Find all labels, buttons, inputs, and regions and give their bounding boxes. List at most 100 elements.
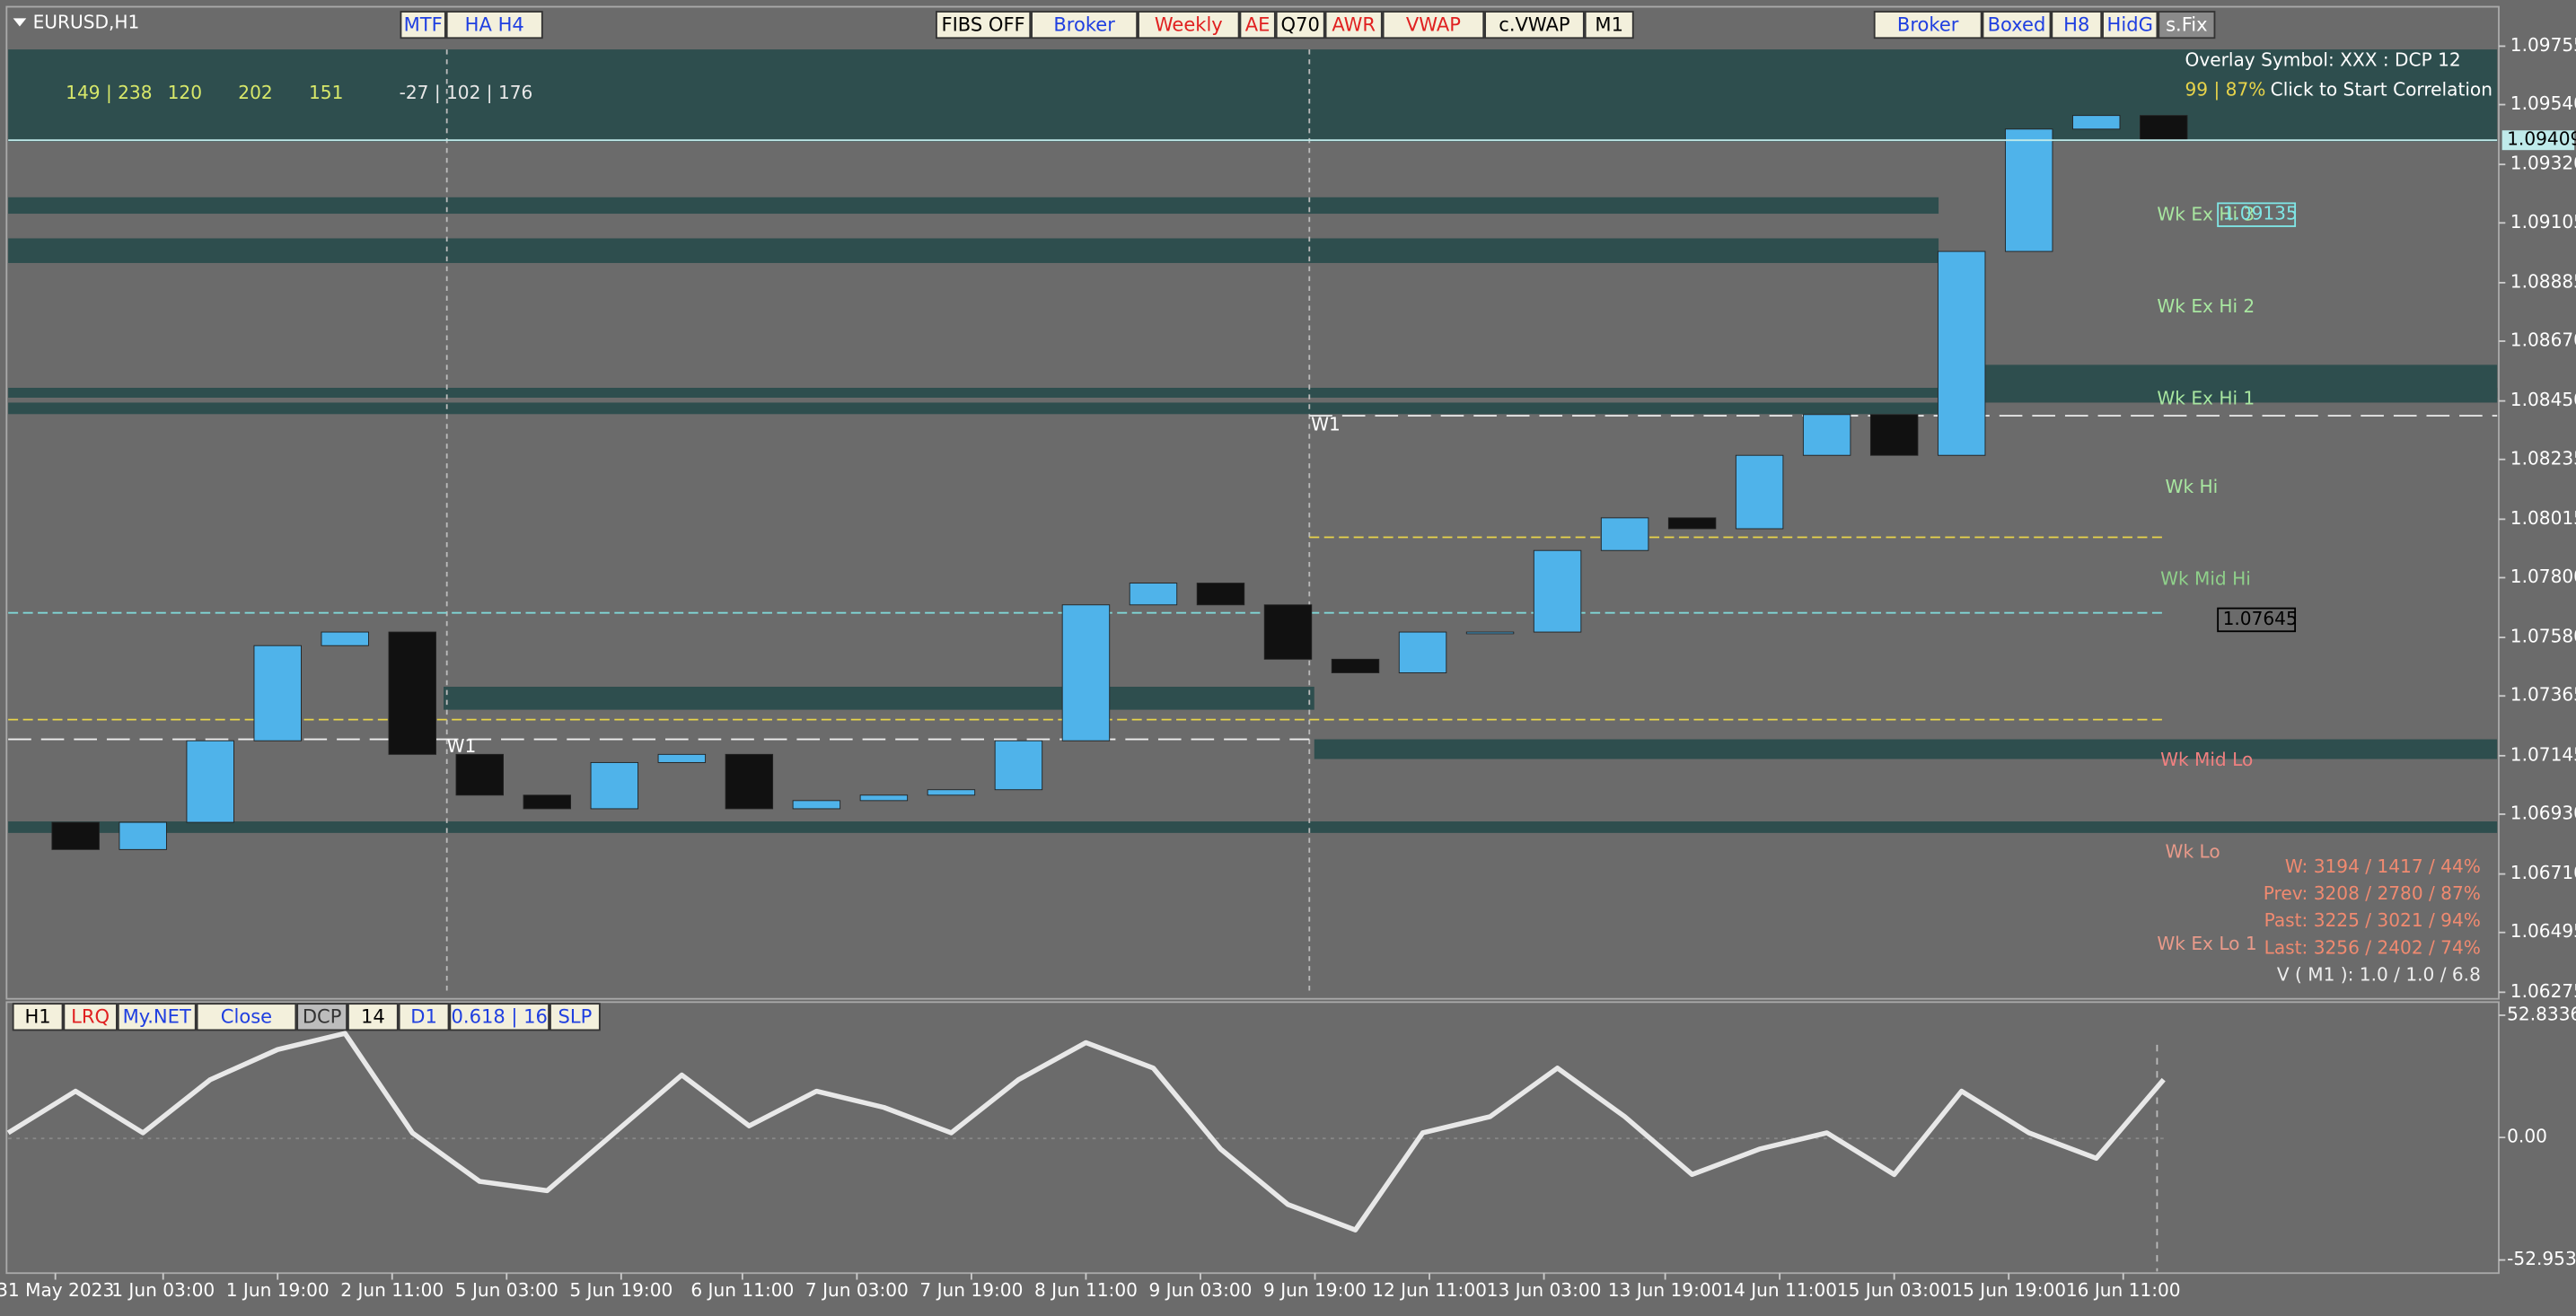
button-label[interactable]: AE (1245, 13, 1270, 36)
price-tag-label: 1.07645 (2223, 608, 2298, 629)
button[interactable]: s.Fix (2158, 11, 2216, 39)
button-face[interactable] (1324, 11, 1383, 39)
button-face[interactable] (400, 11, 446, 39)
button-label[interactable]: VWAP (1406, 13, 1461, 36)
button[interactable]: LRQ (63, 1003, 118, 1031)
button[interactable]: AE (1239, 11, 1276, 39)
button[interactable]: 14 (347, 1003, 399, 1031)
button-face[interactable] (1239, 11, 1276, 39)
range-stat: Past: 3225 / 3021 / 94% (2264, 909, 2481, 931)
candle-body (1129, 583, 1178, 606)
button[interactable]: Close (196, 1003, 297, 1031)
candle-body (51, 821, 100, 850)
button-face[interactable] (196, 1003, 297, 1031)
y-tick-label: 1.09540 (2510, 92, 2576, 114)
button-label[interactable]: D1 (410, 1005, 437, 1028)
button-label[interactable]: 14 (361, 1005, 385, 1028)
y-tick-label: 52.83369 (2507, 1003, 2576, 1024)
button-label[interactable]: LRQ (71, 1005, 110, 1028)
x-tick-label: 2 Jun 11:00 (340, 1279, 444, 1301)
x-tick-label: 15 Jun 03:00 (1837, 1279, 1952, 1301)
x-tick-label: 8 Jun 11:00 (1034, 1279, 1138, 1301)
button[interactable]: M1 (1584, 11, 1634, 39)
button-label[interactable]: Boxed (1988, 13, 2046, 36)
button-label[interactable]: s.Fix (2166, 13, 2208, 36)
button-face[interactable] (445, 11, 543, 39)
button[interactable]: Boxed (1982, 11, 2052, 39)
button[interactable]: Weekly (1138, 11, 1240, 39)
button-label[interactable]: Broker (1053, 13, 1115, 36)
button-face[interactable] (2158, 11, 2216, 39)
candle-body (321, 631, 369, 646)
button-label[interactable]: FIBS OFF (942, 13, 1025, 36)
button-face[interactable] (296, 1003, 347, 1031)
button[interactable]: MTF (400, 11, 446, 39)
button-face[interactable] (1584, 11, 1634, 39)
candle-body (1061, 604, 1111, 741)
button-face[interactable] (12, 1003, 64, 1031)
x-tick-label: 12 Jun 11:00 (1372, 1279, 1487, 1301)
button-label[interactable]: H1 (24, 1005, 50, 1028)
price-panel-frame (5, 5, 2500, 1000)
overlay-score: 99 | 87% (2185, 78, 2266, 100)
button-label[interactable]: HidG (2107, 13, 2153, 36)
button[interactable]: Q70 (1275, 11, 1325, 39)
button[interactable]: HA H4 (445, 11, 543, 39)
button[interactable]: D1 (398, 1003, 450, 1031)
button-label[interactable]: AWR (1332, 13, 1376, 36)
button-face[interactable] (1138, 11, 1240, 39)
button-face[interactable] (1873, 11, 1983, 39)
button[interactable]: c.VWAP (1484, 11, 1585, 39)
button[interactable]: H1 (12, 1003, 64, 1031)
button[interactable]: H8 (2051, 11, 2103, 39)
button-label[interactable]: H8 (2063, 13, 2089, 36)
button-face[interactable] (449, 1003, 550, 1031)
candle-body (1869, 414, 1919, 456)
button-face[interactable] (2051, 11, 2103, 39)
button-face[interactable] (117, 1003, 197, 1031)
level-label: Wk Ex Lo 1 (2157, 933, 2256, 954)
level-label: Wk Ex Hi 2 (2157, 295, 2255, 317)
button-label[interactable]: 0.618 | 16 (452, 1005, 548, 1029)
button-face[interactable] (1275, 11, 1325, 39)
button[interactable]: SLP (549, 1003, 601, 1031)
button-label[interactable]: Q70 (1281, 13, 1320, 36)
x-tick-label: 31 May 2023 (0, 1279, 114, 1301)
button-face[interactable] (398, 1003, 450, 1031)
button[interactable]: FIBS OFF (936, 11, 1032, 39)
button-face[interactable] (347, 1003, 399, 1031)
button[interactable]: HidG (2102, 11, 2158, 39)
oscillator-line (6, 1031, 2166, 1233)
button-label[interactable]: My.NET (123, 1005, 191, 1028)
menu-arrow[interactable] (13, 18, 27, 27)
button-label[interactable]: M1 (1595, 13, 1623, 36)
button-face[interactable] (549, 1003, 601, 1031)
button-label[interactable]: c.VWAP (1499, 13, 1569, 36)
button[interactable]: AWR (1324, 11, 1383, 39)
button-face[interactable] (2102, 11, 2158, 39)
button-face[interactable] (1382, 11, 1485, 39)
button[interactable]: Broker (1873, 11, 1983, 39)
button[interactable]: Broker (1031, 11, 1139, 39)
button[interactable]: My.NET (117, 1003, 197, 1031)
button[interactable]: DCP (296, 1003, 347, 1031)
button-label[interactable]: Broker (1897, 13, 1959, 36)
button[interactable]: 0.618 | 16 (449, 1003, 550, 1031)
overlay-action[interactable]: Click to Start Correlation (2271, 78, 2492, 100)
button-label[interactable]: Weekly (1155, 13, 1223, 36)
x-tick-label: 14 Jun 11:00 (1722, 1279, 1837, 1301)
button-label[interactable]: DCP (303, 1005, 342, 1028)
button[interactable]: VWAP (1382, 11, 1485, 39)
candle-body (1263, 604, 1313, 660)
button-face[interactable] (936, 11, 1032, 39)
button-face[interactable] (1982, 11, 2052, 39)
button-face[interactable] (1031, 11, 1139, 39)
button-face[interactable] (63, 1003, 118, 1031)
button-face[interactable] (1484, 11, 1585, 39)
button-label[interactable]: MTF (404, 13, 443, 36)
button-label[interactable]: SLP (558, 1005, 593, 1028)
level-label: Wk Mid Lo (2160, 749, 2253, 770)
candle-body (1667, 517, 1717, 530)
button-label[interactable]: HA H4 (465, 13, 524, 36)
button-label[interactable]: Close (221, 1005, 272, 1028)
